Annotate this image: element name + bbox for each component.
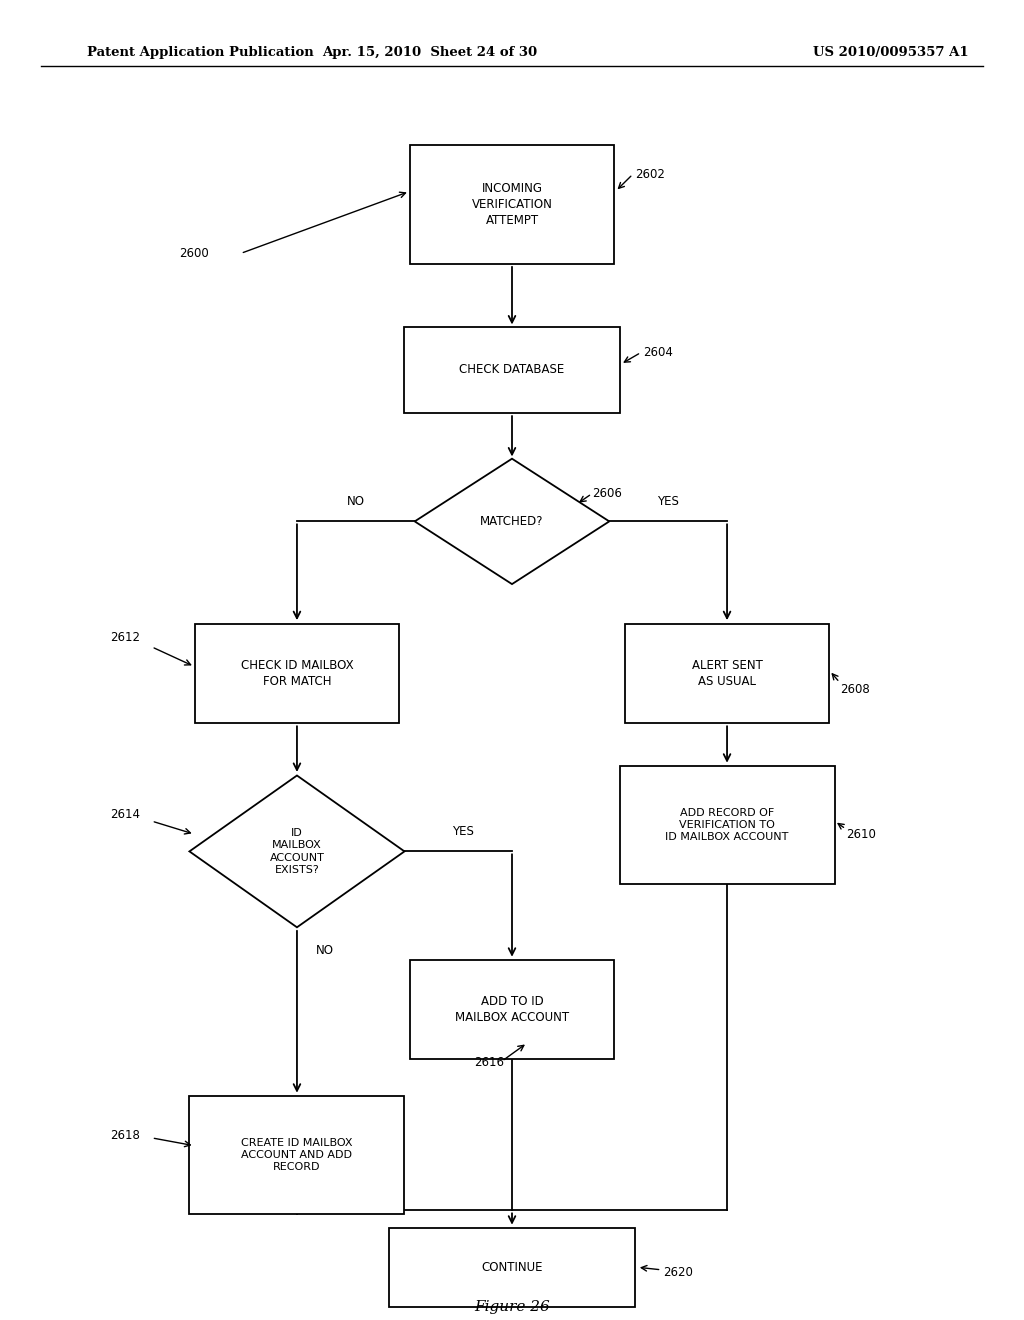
- Text: CREATE ID MAILBOX
ACCOUNT AND ADD
RECORD: CREATE ID MAILBOX ACCOUNT AND ADD RECORD: [242, 1138, 352, 1172]
- Text: 2616: 2616: [474, 1056, 505, 1069]
- Text: CHECK DATABASE: CHECK DATABASE: [460, 363, 564, 376]
- Text: 2604: 2604: [643, 346, 673, 359]
- Bar: [410, 145, 614, 264]
- Text: 2610: 2610: [846, 828, 876, 841]
- Text: NO: NO: [315, 944, 334, 957]
- Text: 2618: 2618: [111, 1129, 140, 1142]
- Polygon shape: [415, 459, 609, 583]
- Text: CONTINUE: CONTINUE: [481, 1261, 543, 1274]
- Text: 2614: 2614: [111, 808, 140, 821]
- Bar: [189, 1096, 404, 1214]
- Text: ALERT SENT
AS USUAL: ALERT SENT AS USUAL: [691, 659, 763, 688]
- Text: 2608: 2608: [840, 682, 869, 696]
- Polygon shape: [189, 776, 404, 927]
- Text: ADD RECORD OF
VERIFICATION TO
ID MAILBOX ACCOUNT: ADD RECORD OF VERIFICATION TO ID MAILBOX…: [666, 808, 788, 842]
- Bar: [620, 766, 835, 884]
- Bar: [389, 1228, 635, 1307]
- Text: US 2010/0095357 A1: US 2010/0095357 A1: [813, 46, 969, 59]
- Text: 2612: 2612: [111, 631, 140, 644]
- Text: MATCHED?: MATCHED?: [480, 515, 544, 528]
- Text: Apr. 15, 2010  Sheet 24 of 30: Apr. 15, 2010 Sheet 24 of 30: [323, 46, 538, 59]
- Text: YES: YES: [452, 825, 474, 838]
- Bar: [195, 624, 399, 722]
- Text: 2606: 2606: [592, 487, 622, 500]
- Text: INCOMING
VERIFICATION
ATTEMPT: INCOMING VERIFICATION ATTEMPT: [472, 182, 552, 227]
- Text: YES: YES: [656, 495, 679, 508]
- Text: 2620: 2620: [664, 1266, 693, 1279]
- Text: 2600: 2600: [179, 247, 209, 260]
- Text: 2602: 2602: [635, 168, 665, 181]
- Bar: [404, 327, 620, 412]
- Text: CHECK ID MAILBOX
FOR MATCH: CHECK ID MAILBOX FOR MATCH: [241, 659, 353, 688]
- Text: Figure 26: Figure 26: [474, 1300, 550, 1313]
- Text: ADD TO ID
MAILBOX ACCOUNT: ADD TO ID MAILBOX ACCOUNT: [455, 995, 569, 1024]
- Bar: [410, 961, 614, 1059]
- Text: ID
MAILBOX
ACCOUNT
EXISTS?: ID MAILBOX ACCOUNT EXISTS?: [269, 828, 325, 875]
- Bar: [625, 624, 829, 722]
- Text: Patent Application Publication: Patent Application Publication: [87, 46, 313, 59]
- Text: NO: NO: [347, 495, 366, 508]
